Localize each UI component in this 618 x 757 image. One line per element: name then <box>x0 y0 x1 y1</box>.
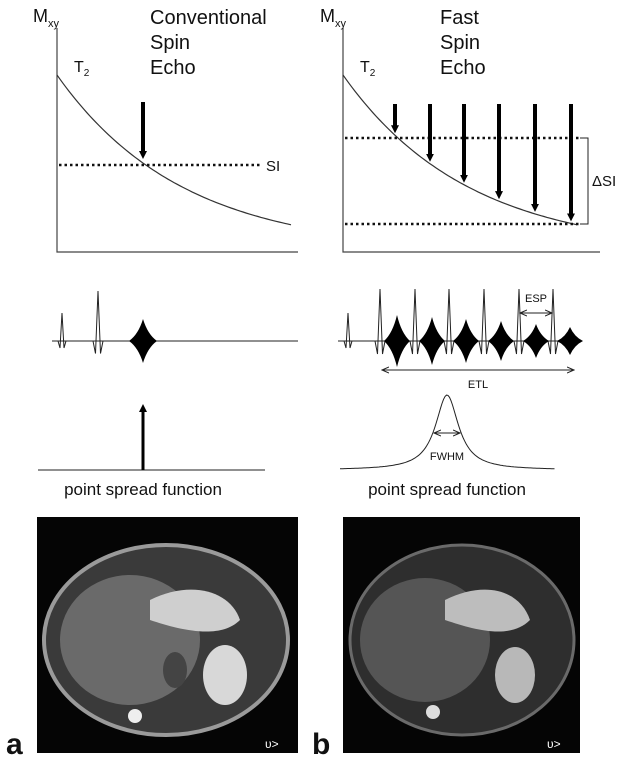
rf-pulse <box>410 289 420 354</box>
rf-pulse <box>344 313 352 348</box>
rf-pulse <box>479 289 489 354</box>
delta-label: ΔSI <box>592 173 616 190</box>
echo <box>488 321 514 361</box>
rf-pulse <box>58 313 66 348</box>
echo <box>523 324 549 358</box>
title-line: Echo <box>150 57 196 79</box>
mri-image-a: υ> <box>37 517 298 753</box>
image-marker: υ> <box>547 737 561 751</box>
panel-letter: b <box>312 728 330 757</box>
bracket <box>580 138 588 224</box>
image-marker: υ> <box>265 737 279 751</box>
title-line: Spin <box>150 32 190 54</box>
decay-curve <box>343 75 577 225</box>
psf-label: point spread function <box>368 480 526 499</box>
decay-curve <box>57 75 291 225</box>
y-axis-label: Mxy <box>33 6 60 30</box>
rf-pulse <box>93 291 103 354</box>
echo <box>419 317 445 365</box>
rf-pulse <box>548 289 558 354</box>
psf-label: point spread function <box>64 480 222 499</box>
panel-letter: a <box>6 728 23 757</box>
decay-label: T2 <box>360 59 376 79</box>
level-label: SI <box>266 158 280 175</box>
mri-image-b: υ> <box>343 517 580 753</box>
echo-arrows <box>395 104 571 217</box>
title-line: Spin <box>440 32 480 54</box>
title-line: Fast <box>440 7 479 29</box>
panel-b-plot: Mxy T2 Fast Spin Echo ΔSI <box>320 6 616 252</box>
rf-pulse <box>375 289 385 354</box>
esp-label: ESP <box>525 293 547 305</box>
decay-label: T2 <box>74 59 90 79</box>
figure: Mxy T2 Conventional Spin Echo SI Mxy T2 … <box>0 0 618 757</box>
title-line: Echo <box>440 57 486 79</box>
echo <box>384 315 410 367</box>
etl-label: ETL <box>468 379 488 391</box>
echo <box>129 319 157 363</box>
echo <box>557 327 583 355</box>
panel-a-plot: Mxy T2 Conventional Spin Echo SI <box>33 6 298 252</box>
pulse-train <box>58 289 583 367</box>
rf-pulse <box>514 289 524 354</box>
fwhm-label: FWHM <box>430 451 464 463</box>
y-axis-label: Mxy <box>320 6 347 30</box>
echo <box>453 319 479 363</box>
title-line: Conventional <box>150 7 267 29</box>
rf-pulse <box>444 289 454 354</box>
